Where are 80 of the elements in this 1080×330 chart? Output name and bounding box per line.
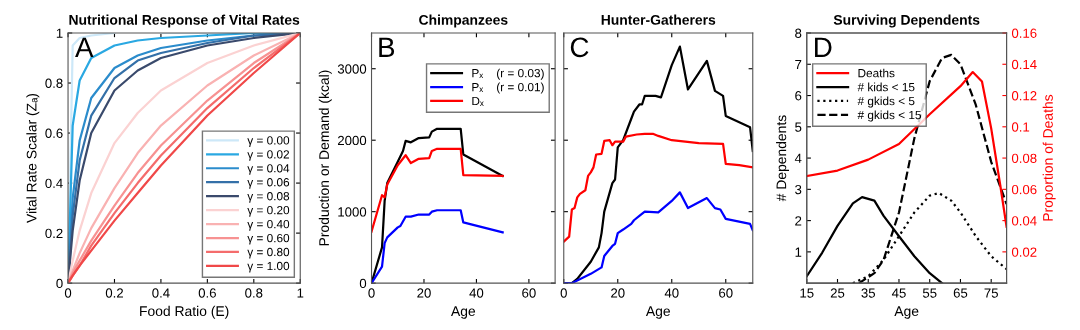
annotation: A (75, 37, 94, 57)
y-axis-title: Production or Demand (kcal) (318, 70, 332, 246)
y-tick-label: 0 (56, 278, 63, 289)
y2-tick-label: 0.16 (1011, 28, 1037, 38)
legend-label: Pₓ (r = 0.01) (472, 82, 544, 94)
x-tick-label: 0 (560, 288, 567, 298)
x-tick-label: 65 (953, 288, 968, 298)
x-axis-title: Age (450, 306, 476, 319)
y2-axis-title: Proportion of Deaths (1042, 94, 1056, 221)
legend-label: # kids < 15 (857, 82, 915, 92)
x-tick-label: 35 (861, 288, 876, 298)
legend-label: γ = 0.06 (247, 178, 290, 189)
x-tick-label: 0 (64, 288, 72, 298)
y-axis-title: Vital Rate Scalar (Zₐ) (26, 93, 40, 223)
y-tick-label: 4 (794, 153, 802, 163)
annotation: B (379, 37, 395, 57)
x-tick-label: 75 (984, 288, 998, 298)
x-axis-title: Age (645, 306, 670, 319)
y-tick-label: 7 (795, 59, 802, 70)
y2-tick-label: 0.02 (1011, 247, 1037, 257)
legend-label: γ = 1.00 (247, 261, 290, 273)
legend-label: # gkids < 15 (857, 110, 922, 122)
legend-label: γ = 0.08 (247, 192, 290, 203)
legend-label: Pₓ (r = 0.03) (472, 68, 544, 80)
x-tick-label: 40 (469, 288, 484, 298)
x-tick-label: 1 (297, 288, 304, 298)
legend-label: γ = 0.00 (247, 136, 290, 147)
x-tick-label: 0 (368, 288, 375, 298)
x-tick-label: 20 (417, 288, 431, 298)
y-tick-label: 1000 (338, 207, 367, 217)
y2-tick-label: 0.06 (1011, 184, 1037, 195)
y-axis-title: # Dependents (776, 115, 790, 202)
y-tick-label: 3 (795, 184, 802, 195)
y-tick-label: 8 (795, 28, 802, 38)
y-tick-label: 0.4 (45, 178, 63, 188)
y-tick-label: 2000 (337, 135, 367, 146)
x-tick-label: 55 (922, 288, 937, 298)
chart-title: Hunter-Gatherers (601, 14, 716, 25)
x-tick-label: 25 (830, 288, 845, 298)
annotation: C (570, 37, 589, 58)
y-tick-label: 2 (795, 216, 802, 226)
y-tick-label: 0 (359, 278, 367, 289)
x-axis-title: Food Ratio (E) (140, 305, 229, 319)
legend-label: Dₓ (472, 96, 484, 106)
x-tick-label: 20 (611, 288, 625, 298)
legend-label: γ = 0.20 (247, 206, 290, 217)
legend-label: γ = 0.04 (247, 164, 290, 175)
legend-label: γ = 0.80 (247, 247, 290, 259)
legend-label: γ = 0.40 (247, 219, 290, 231)
x-axis-title: Age (894, 306, 919, 319)
legend-label: # gkids < 5 (857, 96, 915, 108)
y-tick-label: 3000 (337, 64, 367, 74)
y2-tick-label: 0.08 (1011, 153, 1037, 163)
chart-title: Surviving Dependents (833, 14, 980, 28)
x-tick-label: 15 (800, 288, 814, 298)
y-tick-label: 0.6 (45, 128, 63, 138)
y-tick-label: 0.8 (45, 78, 63, 88)
y2-tick-label: 0.14 (1011, 59, 1037, 70)
legend-label: Deaths (858, 68, 895, 78)
y-tick-label: 0.2 (45, 228, 63, 239)
y-tick-label: 1 (56, 28, 63, 38)
annotation: D (815, 37, 832, 57)
chart-title: Chimpanzees (419, 14, 508, 28)
legend-label: γ = 0.60 (247, 233, 290, 245)
y-tick-label: 6 (795, 91, 802, 101)
x-tick-label: 40 (664, 288, 679, 298)
x-tick-label: 60 (522, 288, 536, 298)
x-tick-label: 60 (719, 288, 733, 298)
y-tick-label: 1 (795, 247, 802, 257)
y2-tick-label: 0.1 (1011, 122, 1030, 132)
y2-tick-label: 0.04 (1011, 216, 1037, 226)
x-tick-label: 0.2 (105, 288, 123, 298)
x-tick-label: 45 (891, 288, 906, 298)
x-tick-label: 0.4 (152, 288, 170, 298)
x-tick-label: 0.6 (198, 288, 216, 298)
y-tick-label: 5 (795, 122, 802, 132)
y2-tick-label: 0.12 (1011, 91, 1037, 101)
legend-label: γ = 0.02 (247, 150, 290, 161)
chart-title: Nutritional Response of Vital Rates (69, 14, 300, 28)
x-tick-label: 0.8 (245, 288, 263, 298)
